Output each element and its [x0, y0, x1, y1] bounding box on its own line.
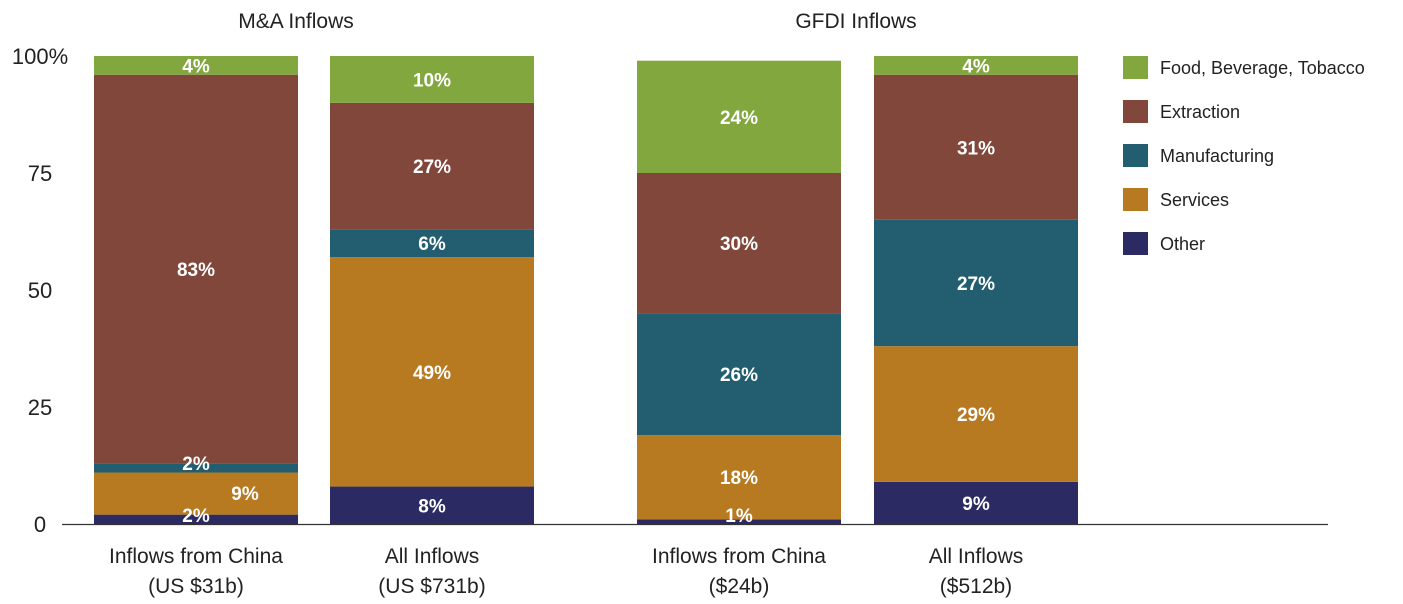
segment-label: 27%	[957, 274, 995, 295]
legend-swatch	[1123, 188, 1148, 211]
legend-label: Manufacturing	[1160, 146, 1274, 166]
bar-segment	[874, 219, 1078, 347]
bar-segment	[330, 102, 534, 230]
segment-label: 2%	[182, 454, 210, 475]
y-tick-label: 50	[28, 278, 52, 303]
legend-label: Other	[1160, 234, 1205, 254]
bars: 2% 9% 2% 83% 4% 8% 49% 6% 27% 10% 1% 18% 26% 30% 24% 9%…	[94, 56, 1078, 527]
group-titles: M&A Inflows GFDI Inflows	[238, 10, 916, 33]
segment-label: 83%	[177, 260, 215, 281]
segment-label: 24%	[720, 108, 758, 129]
bar-segment	[637, 519, 841, 524]
legend: Food, Beverage, Tobacco Extraction Manufac…	[1123, 56, 1365, 255]
legend-swatch	[1123, 232, 1148, 255]
bar-segment	[94, 56, 298, 75]
legend-label: Food, Beverage, Tobacco	[1160, 58, 1365, 78]
legend-label: Services	[1160, 190, 1229, 210]
bar-segment	[330, 486, 534, 524]
segment-label: 29%	[957, 405, 995, 426]
segment-label: 31%	[957, 138, 995, 159]
x-category-label: (US $31b)	[148, 575, 244, 598]
bar-segment	[330, 257, 534, 487]
y-tick-label: 25	[28, 395, 52, 420]
bar-segment	[94, 463, 298, 473]
y-axis: 0 25 50 75 100%	[12, 44, 68, 537]
bar-segment	[637, 173, 841, 314]
bar-segment	[330, 229, 534, 258]
segment-label: 6%	[418, 234, 446, 255]
bar-segment	[637, 435, 841, 520]
legend-swatch	[1123, 56, 1148, 79]
y-tick-label: 75	[28, 161, 52, 186]
x-category-label: (US $731b)	[378, 575, 485, 598]
segment-label: 8%	[418, 496, 446, 517]
x-category-label: Inflows from China	[652, 545, 826, 568]
bar-segment	[94, 472, 298, 515]
bar-segment	[637, 60, 841, 173]
y-tick-label: 100%	[12, 44, 68, 69]
legend-swatch	[1123, 144, 1148, 167]
bar-segment	[330, 56, 534, 103]
bar-segment	[874, 74, 1078, 220]
x-category-label: All Inflows	[385, 545, 480, 568]
segment-label: 4%	[182, 56, 210, 77]
x-axis: Inflows from China (US $31b) All Inflows (U…	[62, 523, 1328, 598]
segment-label: 27%	[413, 157, 451, 178]
y-tick-label: 0	[34, 512, 46, 537]
segment-label: 9%	[962, 494, 990, 515]
segment-label: 4%	[962, 56, 990, 77]
segment-label: 30%	[720, 234, 758, 255]
bar-segment	[874, 481, 1078, 524]
segment-label: 49%	[413, 363, 451, 384]
x-category-label: ($512b)	[940, 575, 1012, 598]
bar-segment	[874, 346, 1078, 482]
bar-segment	[874, 56, 1078, 75]
segment-label: 1%	[725, 506, 753, 527]
group-title: GFDI Inflows	[795, 10, 916, 33]
bar-segment	[94, 514, 298, 524]
segment-label: 2%	[182, 506, 210, 527]
legend-swatch	[1123, 100, 1148, 123]
bar-segment	[94, 74, 298, 464]
group-title: M&A Inflows	[238, 10, 354, 33]
segment-label: 26%	[720, 365, 758, 386]
x-category-label: All Inflows	[929, 545, 1024, 568]
x-category-label: Inflows from China	[109, 545, 283, 568]
legend-label: Extraction	[1160, 102, 1240, 122]
segment-label: 18%	[720, 468, 758, 489]
segment-label: 9%	[231, 484, 259, 505]
x-category-label: ($24b)	[709, 575, 770, 598]
bar-segment	[637, 313, 841, 436]
segment-label: 10%	[413, 70, 451, 91]
